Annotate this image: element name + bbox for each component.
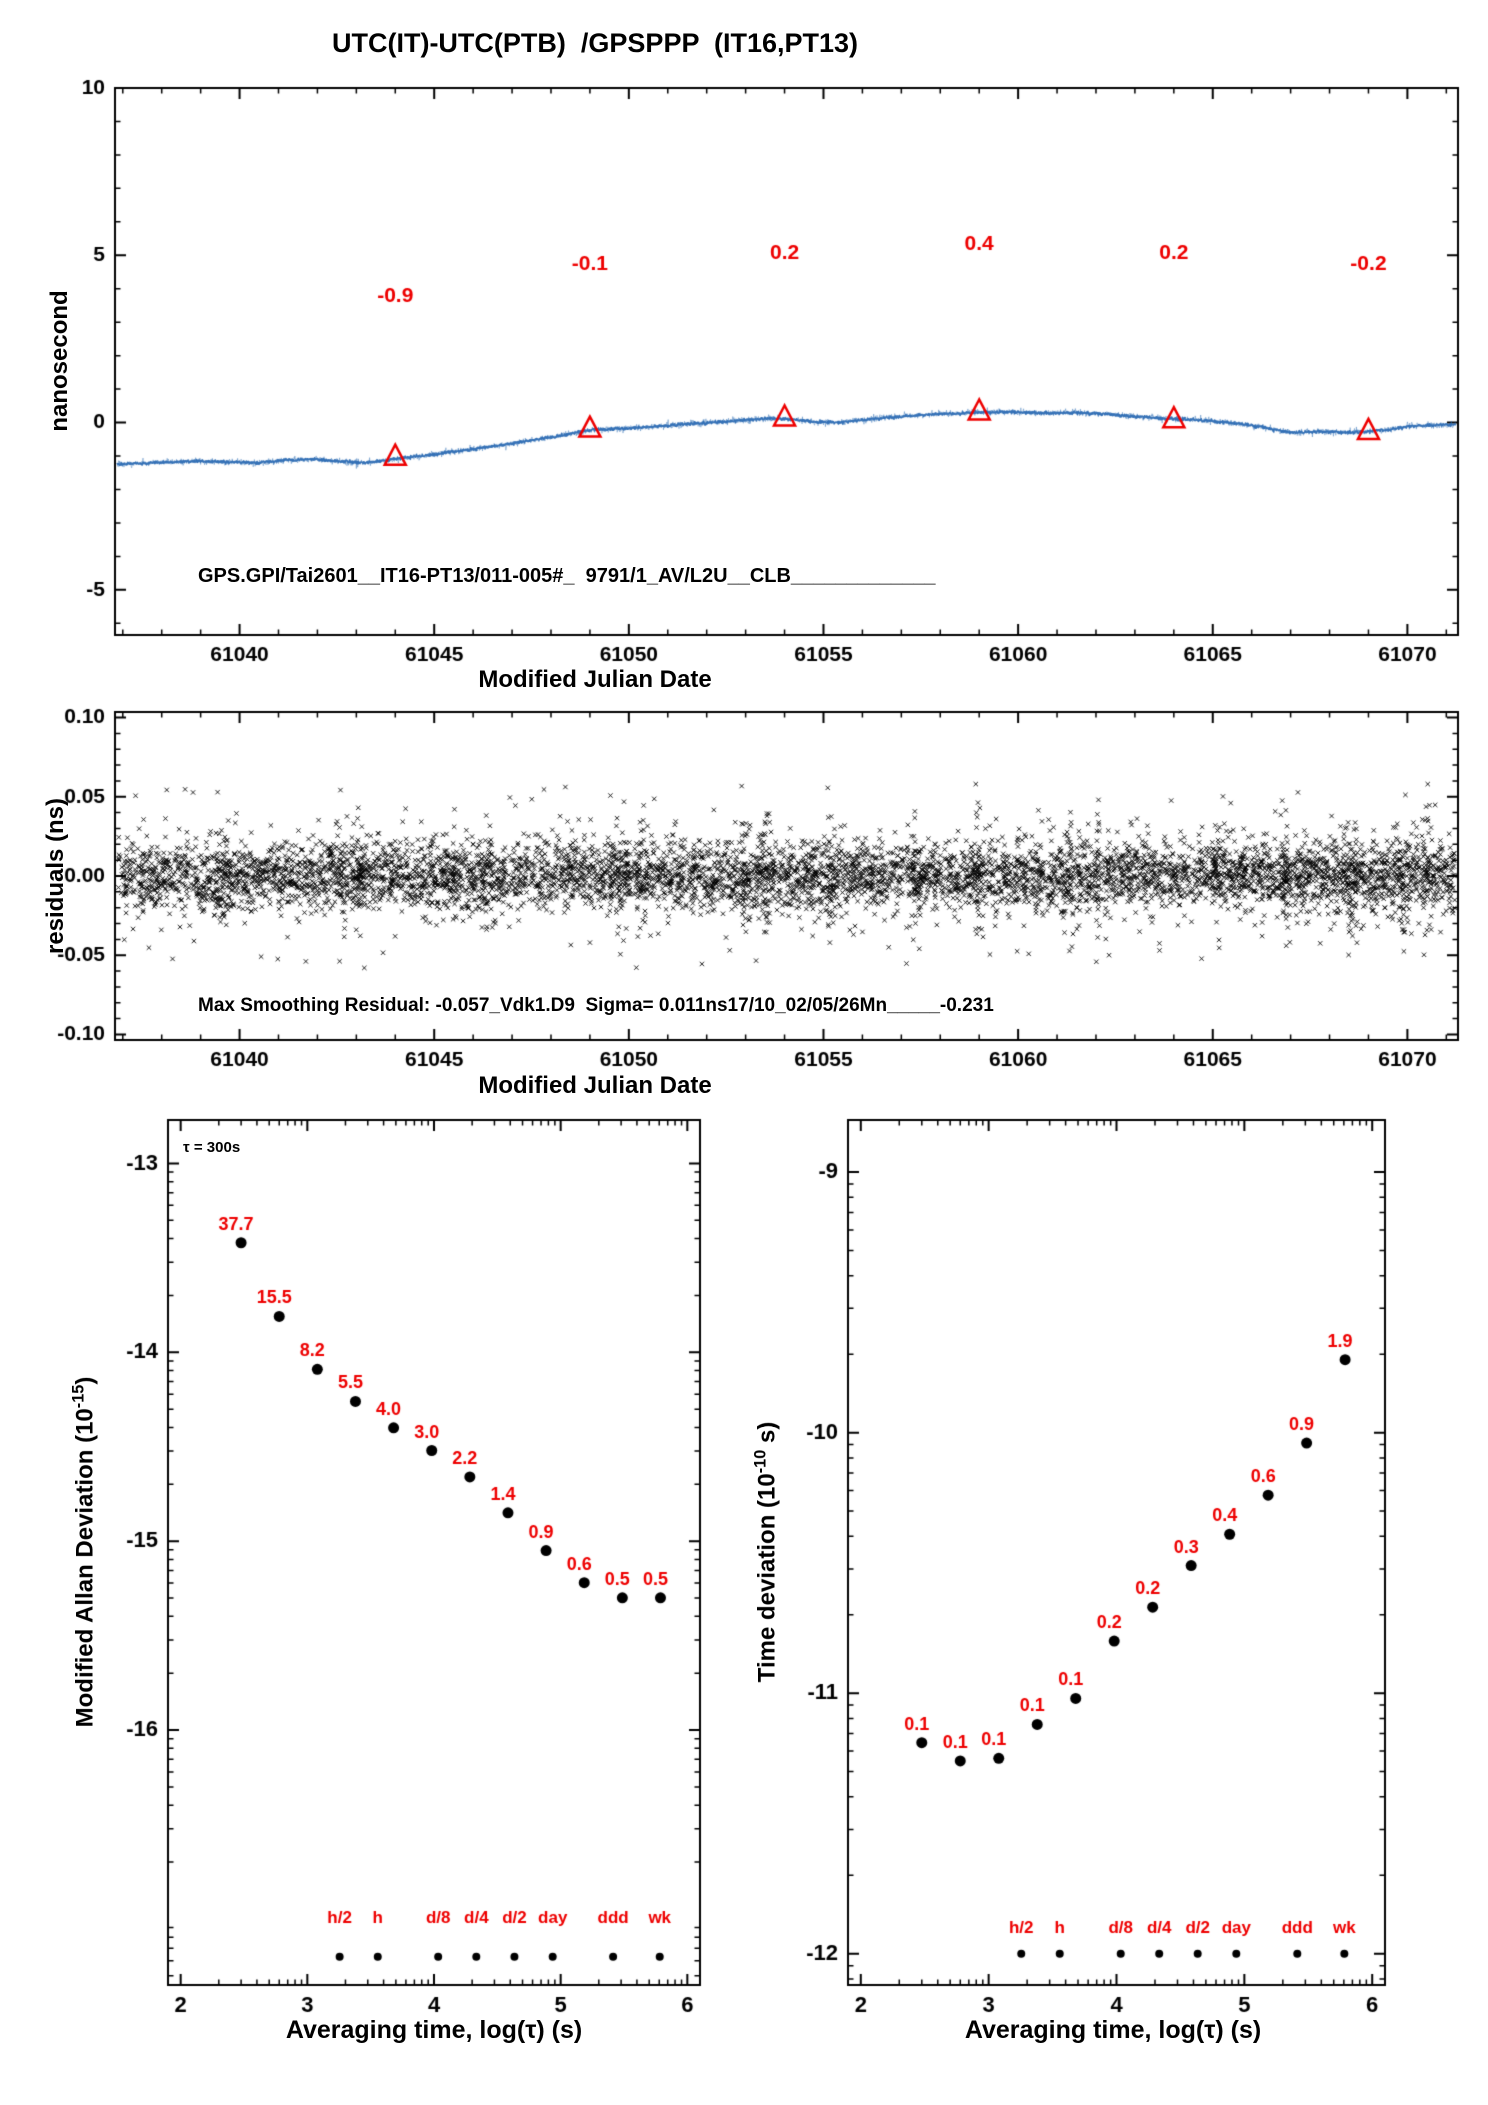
tdev-y-axis-label-text: Time deviation (10 — [753, 1473, 781, 1683]
tdev-x-axis-label: Averaging time, log(τ) (s) — [964, 2016, 1262, 2044]
mdev-y-axis-label: Modified Allan Deviation (10-15) — [69, 1376, 99, 1728]
mdev-y-axis-label-close: ) — [71, 1376, 99, 1385]
mdev-x-axis-label: Averaging time, log(τ) (s) — [285, 2016, 583, 2044]
mdev-y-axis-label-text: Modified Allan Deviation (10 — [71, 1408, 99, 1728]
mdev-tau-annotation: τ = 300s — [183, 1139, 241, 1156]
tdev-y-axis-label-close: s) — [753, 1421, 781, 1450]
phase-x-axis-label: Modified Julian Date — [478, 666, 712, 693]
tdev-y-axis-exponent: -10 — [751, 1449, 770, 1474]
residuals-annotation: Max Smoothing Residual: -0.057_Vdk1.D9 S… — [198, 995, 994, 1016]
phase-annotation: GPS.GPI/Tai2601__IT16-PT13/011-005#_ 979… — [198, 565, 936, 587]
residuals-x-axis-label: Modified Julian Date — [478, 1072, 712, 1099]
page-title: UTC(IT)-UTC(PTB) /GPSPPP (IT16,PT13) — [331, 28, 859, 58]
phase-y-axis-label: nanosecond — [46, 290, 73, 432]
mdev-y-axis-exponent: -15 — [69, 1384, 88, 1409]
residuals-y-axis-label: residuals (ns) — [42, 797, 69, 955]
tdev-y-axis-label: Time deviation (10-10 s) — [751, 1421, 781, 1683]
